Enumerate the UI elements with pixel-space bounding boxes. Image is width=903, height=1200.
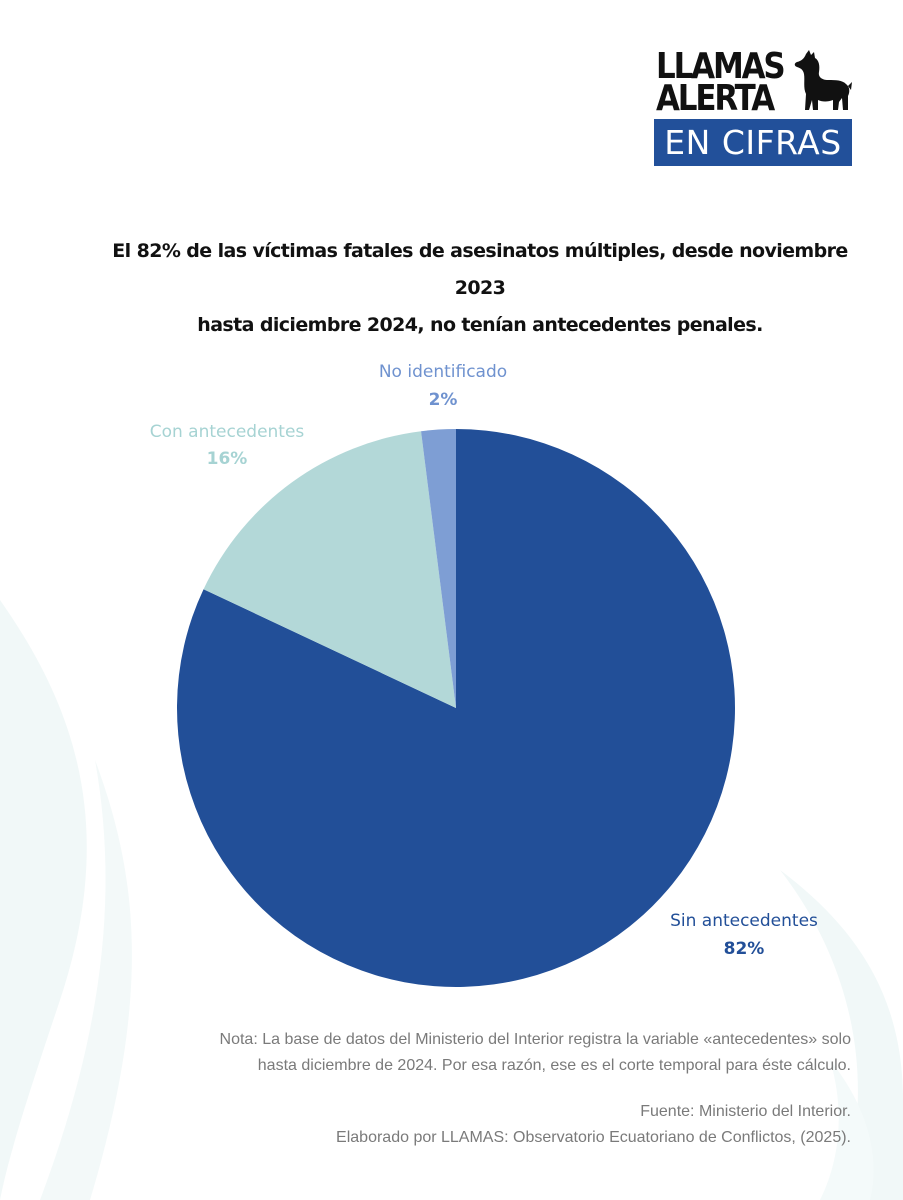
brand-logo: LLAMAS ALERTA EN CIFRAS [654,48,852,166]
slice-value-label: 2% [429,390,458,410]
brand-banner: EN CIFRAS [654,119,852,166]
llama-icon [794,50,852,110]
chart-title-line-1: El 82% de las víctimas fatales de asesin… [112,240,848,299]
note-line-2: hasta diciembre de 2024. Por esa razón, … [257,1057,851,1074]
chart-note: Nota: La base de datos del Ministerio de… [91,1027,851,1079]
brand-line-2: ALERTA [656,78,775,119]
chart-title-line-2: hasta diciembre 2024, no tenían antecede… [197,314,763,336]
source-line-2: Elaborado por LLAMAS: Observatorio Ecuat… [336,1129,851,1146]
source-line-1: Fuente: Ministerio del Interior. [640,1103,851,1120]
note-line-1: Nota: La base de datos del Ministerio de… [219,1031,851,1048]
pie-slice-con-antecedentes [203,431,456,708]
chart-source: Fuente: Ministerio del Interior. Elabora… [91,1099,851,1151]
pie-slice-no-identificado [421,429,456,708]
chart-title: El 82% de las víctimas fatales de asesin… [100,233,860,344]
slice-value-label: 82% [724,939,765,959]
slice-label: Con antecedentes [150,422,305,442]
brand-line-1: LLAMAS [656,46,786,87]
slice-label: Sin antecedentes [670,911,818,931]
slice-label: No identificado [379,362,507,382]
slice-value-label: 16% [207,449,248,469]
